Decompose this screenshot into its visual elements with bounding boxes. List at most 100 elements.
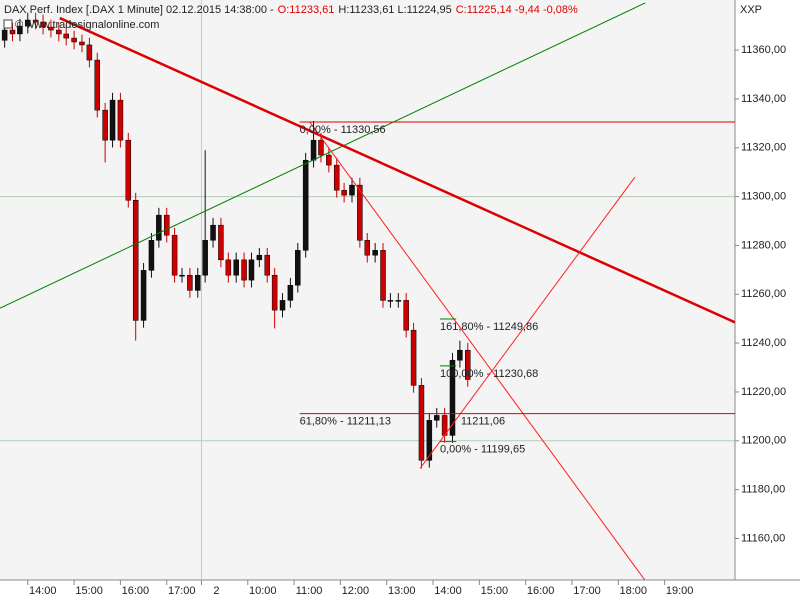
candle-body [1, 29, 8, 41]
candle-body [287, 284, 294, 301]
x-tick-label: 2 [213, 585, 219, 597]
x-tick-label: 19:00 [666, 585, 694, 597]
y-tick-label: 11240,00 [741, 337, 786, 349]
candle-body [156, 214, 162, 241]
candle-body [79, 41, 85, 46]
fib-label: 0,00% - 11199,65 [440, 444, 525, 456]
candle-body [271, 274, 278, 311]
candle-body [457, 349, 463, 361]
fib-label: 61,80% - 11211,13 [300, 416, 391, 428]
candle-body [403, 300, 409, 331]
x-tick-label: 11:00 [296, 585, 323, 597]
candle-body [9, 29, 16, 35]
candle-body [225, 259, 232, 276]
candle-body [333, 164, 340, 191]
price-label: 11211,06 [461, 416, 505, 428]
trendline [0, 2, 646, 309]
chart-title: DAX Perf. Index [.DAX 1 Minute] 02.12.20… [4, 4, 578, 16]
candle-body [140, 270, 147, 321]
candle-body [218, 224, 224, 261]
candle-body [25, 19, 31, 27]
x-tick-label: 13:00 [388, 585, 416, 597]
candle-body [318, 139, 324, 156]
candle-body [117, 99, 124, 141]
y-tick-label: 11360,00 [741, 44, 786, 56]
x-tick-label: 17:00 [168, 585, 196, 597]
candle-body [132, 200, 139, 321]
y-tick-label: 11280,00 [741, 239, 786, 251]
candle-body [418, 385, 425, 461]
candle-body [426, 420, 433, 461]
candle-body [341, 189, 347, 196]
title-part: DAX Perf. Index [.DAX 1 Minute] 02.12.20… [4, 4, 274, 16]
y-tick-label: 11180,00 [741, 484, 785, 496]
x-tick-label: 14:00 [434, 585, 462, 597]
candle-body [279, 300, 286, 311]
candle-body [102, 109, 108, 141]
candle-body [233, 259, 239, 276]
candle-body [210, 224, 216, 241]
candle-body [179, 274, 185, 277]
x-tick-label: 10:00 [249, 585, 277, 597]
x-tick-label: 16:00 [527, 585, 555, 597]
x-tick-label: 16:00 [122, 585, 150, 597]
y-tick-label: 11340,00 [741, 93, 786, 105]
candle-body [349, 184, 355, 196]
candle-body [449, 359, 456, 436]
candle-body [48, 26, 54, 31]
candle-body [302, 159, 309, 251]
y-tick-label: 11200,00 [741, 435, 786, 447]
title-part: H:11233,61 L:11224,95 [338, 4, 451, 16]
copyright: © www.tradesignalonline.com [15, 19, 159, 31]
candle-body [125, 139, 132, 201]
trendline [59, 16, 735, 324]
y-tick-label: 11160,00 [741, 532, 785, 544]
logo-icon [3, 19, 13, 29]
candle-body [256, 254, 263, 261]
x-tick-label: 15:00 [481, 585, 509, 597]
axis-label: XXP [740, 4, 762, 16]
candle-body [56, 29, 62, 35]
y-tick-label: 11220,00 [741, 386, 786, 398]
fib-label: 100,00% - 11230,68 [440, 368, 538, 380]
candle-body [171, 234, 178, 276]
x-tick-label: 17:00 [573, 585, 601, 597]
candle-body [63, 33, 69, 39]
candle-body [380, 250, 386, 301]
candle-body [86, 44, 93, 61]
y-tick-label: 11300,00 [741, 190, 786, 202]
candle-body [187, 274, 193, 291]
candle-body [364, 240, 371, 256]
plot-background [0, 0, 735, 580]
candle-body [326, 154, 332, 166]
x-tick-label: 12:00 [342, 585, 370, 597]
candle-body [241, 259, 247, 281]
title-part: O:11233,61 [278, 4, 335, 16]
candle-body [202, 240, 208, 276]
candle-body [195, 274, 201, 291]
candle-body [163, 214, 170, 236]
candle-body [395, 300, 402, 302]
candle-body [465, 349, 471, 380]
x-tick-label: 18:00 [620, 585, 648, 597]
trendline [309, 121, 646, 580]
fib-label: 0,00% - 11330,56 [300, 124, 386, 136]
x-tick-label: 15:00 [75, 585, 103, 597]
candle-body [17, 25, 23, 35]
candle-body [40, 21, 46, 28]
candle-body [248, 259, 255, 281]
title-part: C:11225,14 -9,44 -0,08% [456, 4, 578, 16]
candle-body [94, 59, 101, 111]
candle-body [109, 99, 116, 141]
candle-body [32, 19, 39, 23]
candle-body [433, 415, 440, 421]
y-tick-label: 11260,00 [741, 288, 786, 300]
candle-body [264, 254, 270, 276]
candle-body [310, 139, 317, 161]
candle-body [357, 184, 363, 241]
candle-body [295, 250, 301, 286]
x-tick-label: 14:00 [29, 585, 57, 597]
candle-body [148, 240, 155, 271]
candle-body [387, 300, 394, 302]
